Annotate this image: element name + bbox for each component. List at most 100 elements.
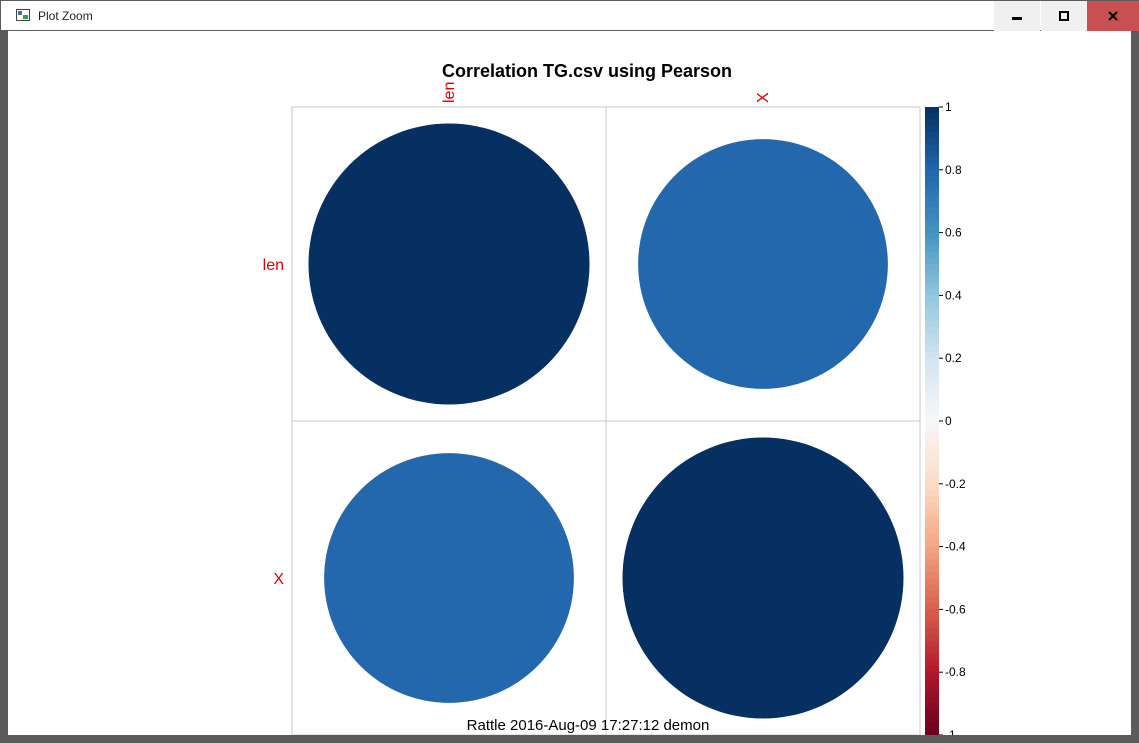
col-label-len: len: [441, 82, 458, 103]
maximize-button[interactable]: [1041, 1, 1087, 31]
colorbar-segment: [925, 508, 939, 516]
close-icon: [1108, 11, 1118, 21]
colorbar-segment: [925, 226, 939, 234]
colorbar-segment: [925, 647, 939, 654]
colorbar-segment: [925, 559, 939, 567]
colorbar-segment: [925, 552, 939, 560]
colorbar-segment: [925, 471, 939, 479]
colorbar-segment: [925, 571, 939, 579]
colorbar-segment: [925, 389, 939, 397]
colorbar-segment: [925, 515, 939, 523]
colorbar-segment: [925, 213, 939, 221]
colorbar-segment: [925, 634, 939, 642]
colorbar-segment: [925, 546, 939, 554]
colorbar-segment: [925, 615, 939, 623]
colorbar-segment: [925, 232, 939, 240]
colorbar-segment: [925, 697, 939, 705]
colorbar-tick-label: 0: [945, 414, 952, 428]
colorbar-segment: [925, 194, 939, 202]
colorbar-segment: [925, 345, 939, 353]
title-bar[interactable]: Plot Zoom: [0, 0, 1139, 31]
colorbar-segment: [925, 446, 939, 453]
colorbar-segment: [925, 220, 939, 227]
colorbar-segment: [925, 301, 939, 309]
row-label-X: X: [273, 571, 284, 588]
colorbar-segment: [925, 144, 939, 152]
colorbar-segment: [925, 653, 939, 661]
colorbar-tick-label: 1: [945, 100, 952, 114]
colorbar-segment: [925, 621, 939, 629]
colorbar-segment: [925, 132, 939, 139]
colorbar-segment: [925, 502, 939, 510]
minimize-button[interactable]: [994, 1, 1040, 31]
colorbar-segment: [925, 640, 939, 648]
colorbar-segment: [925, 163, 939, 171]
colorbar-segment: [925, 464, 939, 472]
colorbar-segment: [925, 458, 939, 466]
colorbar-tick-label: 0.4: [945, 288, 962, 302]
colorbar-segment: [925, 678, 939, 686]
colorbar-tick-label: 0.8: [945, 163, 962, 177]
colorbar-segment: [925, 521, 939, 529]
colorbar-segment: [925, 659, 939, 667]
colorbar-segment: [925, 339, 939, 347]
correlation-plot: Correlation TG.csv using Pearson len Xlen…: [263, 61, 966, 742]
colorbar-segment: [925, 358, 939, 366]
colorbar-segment: [925, 395, 939, 403]
colorbar-segment: [925, 125, 939, 133]
colorbar-segment: [925, 150, 939, 158]
colorbar-segment: [925, 326, 939, 334]
colorbar-segment: [925, 370, 939, 378]
colorbar-segment: [925, 596, 939, 604]
colorbar-segment: [925, 609, 939, 617]
colorbar-segment: [925, 421, 939, 428]
colorbar-tick-label: -0.2: [945, 477, 966, 491]
colorbar-segment: [925, 282, 939, 290]
colorbar-segment: [925, 684, 939, 692]
colorbar-segment: [925, 176, 939, 183]
colorbar-segment: [925, 107, 939, 114]
colorbar-segment: [925, 333, 939, 340]
colorbar-segment: [925, 157, 939, 165]
colorbar-segment: [925, 628, 939, 636]
window-title: Plot Zoom: [38, 9, 93, 23]
colorbar-segment: [925, 188, 939, 196]
colorbar-segment: [925, 383, 939, 391]
colorbar-segment: [925, 490, 939, 497]
colorbar-segment: [925, 414, 939, 422]
colorbar-tick-label: -0.4: [945, 540, 966, 554]
col-label-X: X: [755, 92, 772, 103]
correlation-circle-X-len: [324, 453, 574, 703]
colorbar-segment: [925, 377, 939, 384]
colorbar-segment: [925, 691, 939, 698]
close-button[interactable]: [1087, 1, 1139, 31]
colorbar-segment: [925, 483, 939, 491]
colorbar-segment: [925, 307, 939, 315]
colorbar-segment: [925, 169, 939, 177]
colorbar-segment: [925, 590, 939, 598]
colorbar-segment: [925, 119, 939, 127]
colorbar-segment: [925, 295, 939, 303]
chart-title: Correlation TG.csv using Pearson: [442, 61, 732, 81]
colorbar-segment: [925, 182, 939, 190]
maximize-icon: [1059, 11, 1069, 21]
colorbar-tick-label: -0.8: [945, 665, 966, 679]
correlation-circle-X-X: [622, 437, 904, 719]
colorbar-segment: [925, 270, 939, 278]
colorbar-segment: [925, 722, 939, 730]
colorbar-segment: [925, 207, 939, 215]
colorbar-segment: [925, 603, 939, 610]
colorbar-segment: [925, 257, 939, 265]
colorbar-segment: [925, 264, 939, 271]
colorbar-segment: [925, 709, 939, 717]
colorbar-segment: [925, 351, 939, 359]
colorbar-segment: [925, 245, 939, 253]
row-label-len: len: [263, 257, 284, 274]
correlation-circle-len-len: [308, 123, 590, 405]
colorbar-segment: [925, 578, 939, 585]
colorbar-segment: [925, 565, 939, 573]
colorbar-segment: [925, 527, 939, 535]
window-bottom-border: [0, 735, 1139, 743]
colorbar-segment: [925, 276, 939, 284]
